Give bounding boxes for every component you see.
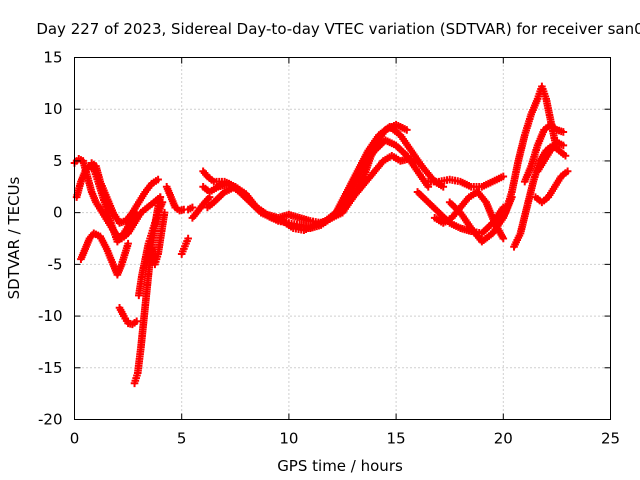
y-tick-label: 15 xyxy=(43,49,62,67)
series-arc-9 xyxy=(162,182,197,215)
data-point xyxy=(499,234,508,243)
series-arc-24 xyxy=(533,138,568,176)
series-arc-10 xyxy=(177,234,192,258)
data-point xyxy=(184,234,192,243)
axis-ticks xyxy=(74,57,611,420)
y-tick-label: -15 xyxy=(38,359,63,377)
y-tick-label: -5 xyxy=(48,255,63,273)
y-tick-label: 0 xyxy=(53,204,63,222)
y-axis-title: SDTVAR / TECUs xyxy=(5,176,23,299)
y-tick-label: -10 xyxy=(38,307,63,325)
tick-labels: 0 5 10 15 20 25 -20 -15 -10 -5 0 5 10 15 xyxy=(38,49,620,448)
data-point xyxy=(124,239,132,248)
series-arc-22 xyxy=(520,120,568,186)
x-tick-label: 10 xyxy=(279,430,298,448)
data-point xyxy=(154,175,162,184)
series-arc-17 xyxy=(424,172,508,191)
series-arc-23 xyxy=(531,167,572,207)
series-arc-4 xyxy=(87,159,162,227)
data-point xyxy=(156,193,165,201)
y-tick-label: -20 xyxy=(38,411,63,429)
x-tick-label: 5 xyxy=(177,430,187,448)
data-point xyxy=(205,193,214,201)
x-tick-label: 15 xyxy=(387,430,406,448)
data-point xyxy=(561,151,570,160)
x-tick-label: 0 xyxy=(70,430,80,448)
plot-frame xyxy=(74,57,611,420)
data-point xyxy=(403,126,411,134)
x-tick-label: 20 xyxy=(494,430,513,448)
data-point xyxy=(499,172,508,181)
series-arc-14 xyxy=(188,193,214,222)
data-point xyxy=(132,317,141,326)
data-point xyxy=(160,208,169,217)
series-arc-5 xyxy=(115,303,141,329)
x-axis-title: GPS time / hours xyxy=(277,457,403,475)
data-points xyxy=(70,82,572,388)
data-point xyxy=(563,167,572,176)
data-point xyxy=(158,198,167,207)
chart-title: Day 227 of 2023, Sidereal Day-to-day VTE… xyxy=(36,20,640,38)
series-arc-7 xyxy=(135,198,167,300)
series-arc-3 xyxy=(77,229,132,279)
series-arc-18 xyxy=(430,188,508,243)
series-arc-13 xyxy=(203,120,411,227)
x-tick-label: 25 xyxy=(601,430,620,448)
data-point xyxy=(559,141,568,150)
data-point xyxy=(559,128,568,136)
data-point xyxy=(439,182,448,191)
series-arc-8 xyxy=(147,208,169,269)
data-point xyxy=(188,203,197,212)
y-tick-label: 10 xyxy=(43,100,62,118)
y-tick-label: 5 xyxy=(53,152,63,170)
